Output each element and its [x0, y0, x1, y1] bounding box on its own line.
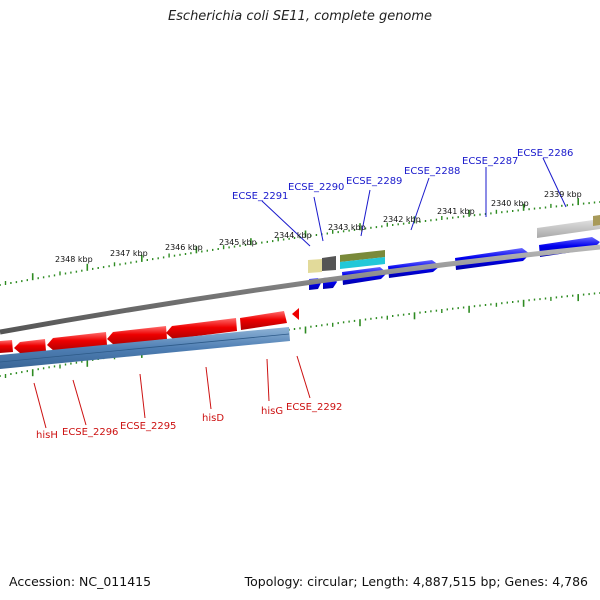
grey-feature: [537, 219, 600, 238]
gene-label-hisd: hisD: [202, 413, 224, 424]
gene-label-ecse-2296: ECSE_2296: [62, 427, 118, 438]
tick-label: 2347 kbp: [110, 249, 148, 258]
gene-label-hish: hisH: [36, 430, 58, 441]
gene-label-ecse-2288: ECSE_2288: [404, 166, 460, 177]
gene-label-ecse-2291: ECSE_2291: [232, 191, 288, 202]
connector-hisg: [266, 358, 270, 402]
tick-label: 2346 kbp: [165, 243, 203, 252]
gene-label-hisg: hisG: [261, 406, 283, 417]
connector-ecse-2295: [139, 373, 146, 419]
connector-ecse-2289: [360, 189, 371, 237]
connector-ecse-2290: [313, 196, 324, 242]
tick-label: 2342 kbp: [383, 215, 421, 224]
gene-label-ecse-2287: ECSE_2287: [462, 156, 518, 167]
outer-tick-track: [0, 198, 600, 286]
tick-label: 2340 kbp: [491, 199, 529, 208]
connector-ecse-2286: [542, 157, 567, 208]
gene-label-ecse-2289: ECSE_2289: [346, 176, 402, 187]
reverse-gene: [107, 326, 167, 345]
reverse-gene-track: [0, 308, 299, 369]
gene-label-ecse-2295: ECSE_2295: [120, 421, 176, 432]
reverse-gene: [240, 311, 287, 330]
gene-label-ecse-2292: ECSE_2292: [286, 402, 342, 413]
tick-labels: 2339 kbp 2340 kbp 2341 kbp 2342 kbp 2343…: [55, 190, 582, 264]
connector-ecse-2291: [261, 200, 311, 247]
olive-track: [340, 250, 385, 262]
genome-backbone: [0, 244, 600, 335]
reverse-gene: [0, 340, 13, 353]
reverse-label-connectors: [33, 355, 311, 429]
genome-summary-text: Topology: circular; Length: 4,887,515 bp…: [244, 574, 588, 589]
operon-track-line: [0, 333, 290, 363]
tick-label: 2339 kbp: [544, 190, 582, 199]
genome-title: Escherichia coli SE11, complete genome: [167, 9, 433, 24]
tick-label: 2341 kbp: [437, 207, 475, 216]
gene-label-ecse-2286: ECSE_2286: [517, 148, 573, 159]
connector-hisd: [205, 366, 212, 410]
olive-feature: [593, 215, 600, 226]
gene-label-ecse-2290: ECSE_2290: [288, 182, 344, 193]
accession-text: Accession: NC_011415: [9, 574, 152, 589]
tick-label: 2348 kbp: [55, 255, 93, 264]
connector-hish: [33, 382, 47, 429]
connector-ecse-2292: [296, 355, 311, 399]
dark-feature: [322, 256, 336, 271]
connector-ecse-2296: [72, 379, 87, 426]
tick-label: 2343 kbp: [328, 223, 366, 232]
forward-gene-labels: ECSE_2291 ECSE_2290 ECSE_2289 ECSE_2288 …: [232, 148, 573, 202]
cyan-track: [340, 257, 385, 269]
khaki-feature: [308, 259, 322, 273]
tick-label: 2344 kbp: [274, 231, 312, 240]
upper-feature-tracks: [308, 215, 600, 273]
reverse-gene: [292, 308, 299, 320]
tick-label: 2345 kbp: [219, 238, 257, 247]
reverse-gene: [166, 318, 237, 339]
reverse-gene-labels: ECSE_2292 hisG hisD ECSE_2295 ECSE_2296 …: [36, 402, 342, 441]
forward-label-connectors: [261, 157, 567, 247]
reverse-gene: [14, 339, 46, 354]
connector-ecse-2288: [410, 177, 430, 231]
